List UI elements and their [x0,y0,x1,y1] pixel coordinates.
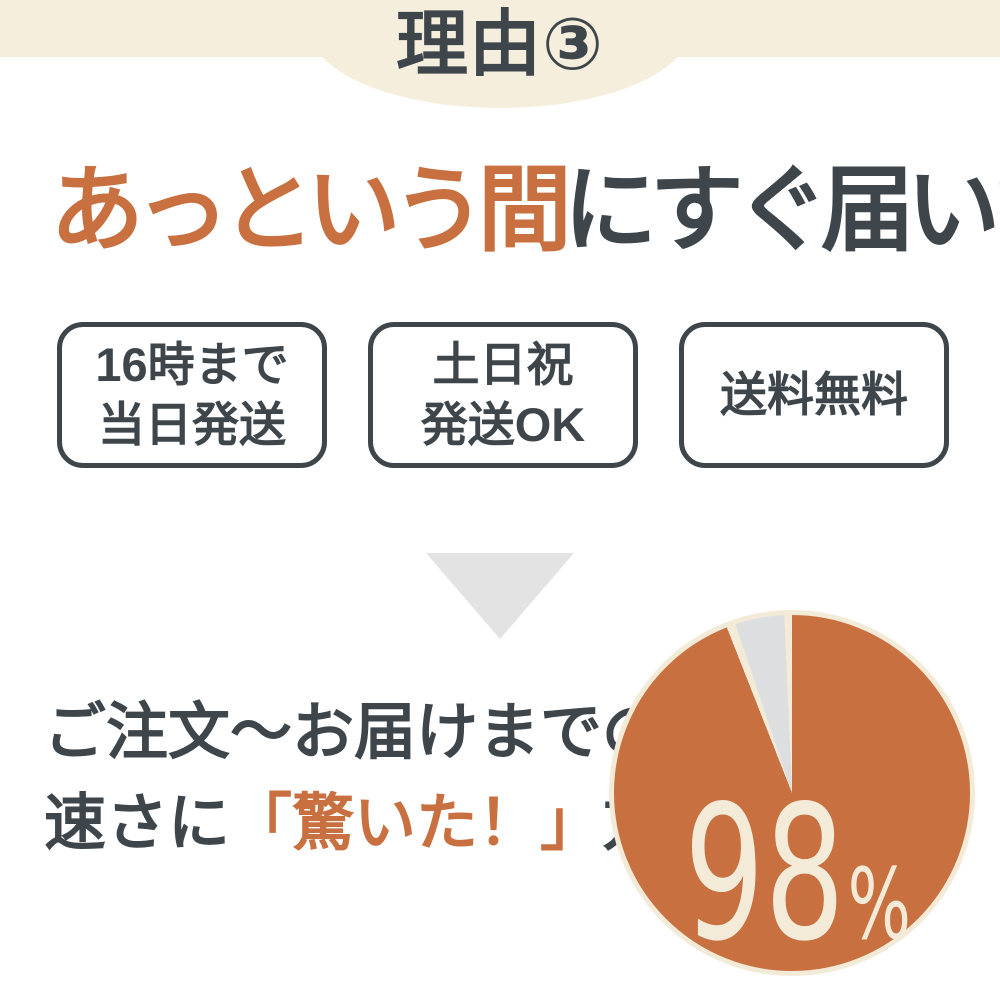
headline-highlight: あっという間 [50,157,572,262]
caption-line-1: ご注文〜お届けまでの [44,698,665,767]
badge-line: 発送OK [420,398,586,451]
feature-badges: 16時まで 当日発送 土日祝 発送OK 送料無料 [57,322,949,468]
headline-rest: にすぐ届いた！ [563,157,1000,262]
caption-line-2: 速さに「驚いた！」方 [44,793,664,855]
pie-percentage-unit: % [847,848,911,962]
satisfaction-pie-chart: 98 % [609,610,975,976]
headline: あっという間にすぐ届いた！ [50,157,1000,262]
badge-line: 当日発送 [98,398,286,451]
badge-line: 送料無料 [720,367,908,421]
badge-line: 土日祝 [432,337,574,391]
badge-same-day-shipping: 16時まで 当日発送 [57,322,327,468]
badge-free-shipping: 送料無料 [679,322,949,468]
caption-line2-prefix: 速さに [44,789,231,858]
badge-weekend-shipping: 土日祝 発送OK [368,322,638,468]
down-arrow-icon [426,553,574,639]
reason-title: 理由③ [396,5,604,85]
badge-line: 16時まで [95,337,289,391]
caption-line2-highlight: 「驚いた！」 [230,789,603,858]
pie-percentage-value: 98 [684,765,845,982]
caption: ご注文〜お届けまでの 速さに「驚いた！」方 [44,702,664,884]
pie-center-label: 98 % [684,781,911,967]
